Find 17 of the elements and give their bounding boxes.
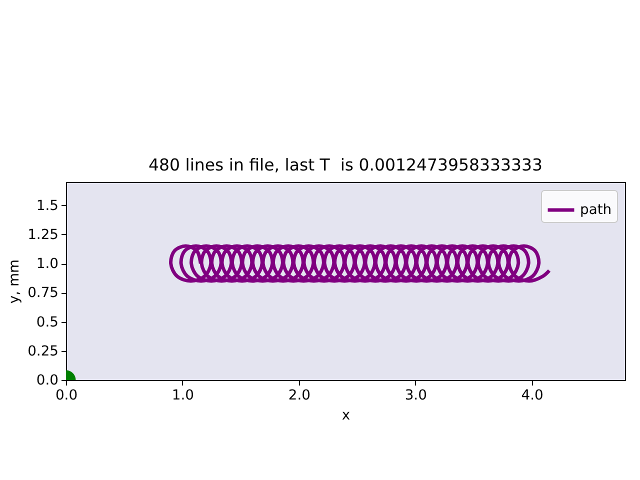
legend-label: path: [580, 202, 612, 218]
y-tick-label: 0.25: [28, 343, 58, 360]
x-tick-label: 1.0: [172, 388, 194, 404]
x-tick-label: 0.0: [55, 388, 78, 404]
x-tick-label: 4.0: [521, 388, 544, 404]
chart-title: 480 lines in file, last T is 0.0012473958333333: [148, 156, 542, 174]
y-tick-label: 1.5: [36, 198, 58, 214]
x-axis-title: x: [342, 407, 350, 424]
y-tick-label: 1.25: [28, 226, 58, 243]
x-tick-label: 3.0: [404, 388, 427, 404]
line-series: [169, 244, 552, 283]
y-tick-label: 0.75: [28, 285, 58, 302]
y-tick-label: 0.5: [36, 314, 58, 330]
y-axis-title: y, mm: [6, 259, 23, 304]
x-tick-label: 2.0: [288, 388, 310, 404]
y-tick-label: 1.0: [36, 256, 58, 272]
y-tick-label: 0.0: [36, 372, 58, 388]
